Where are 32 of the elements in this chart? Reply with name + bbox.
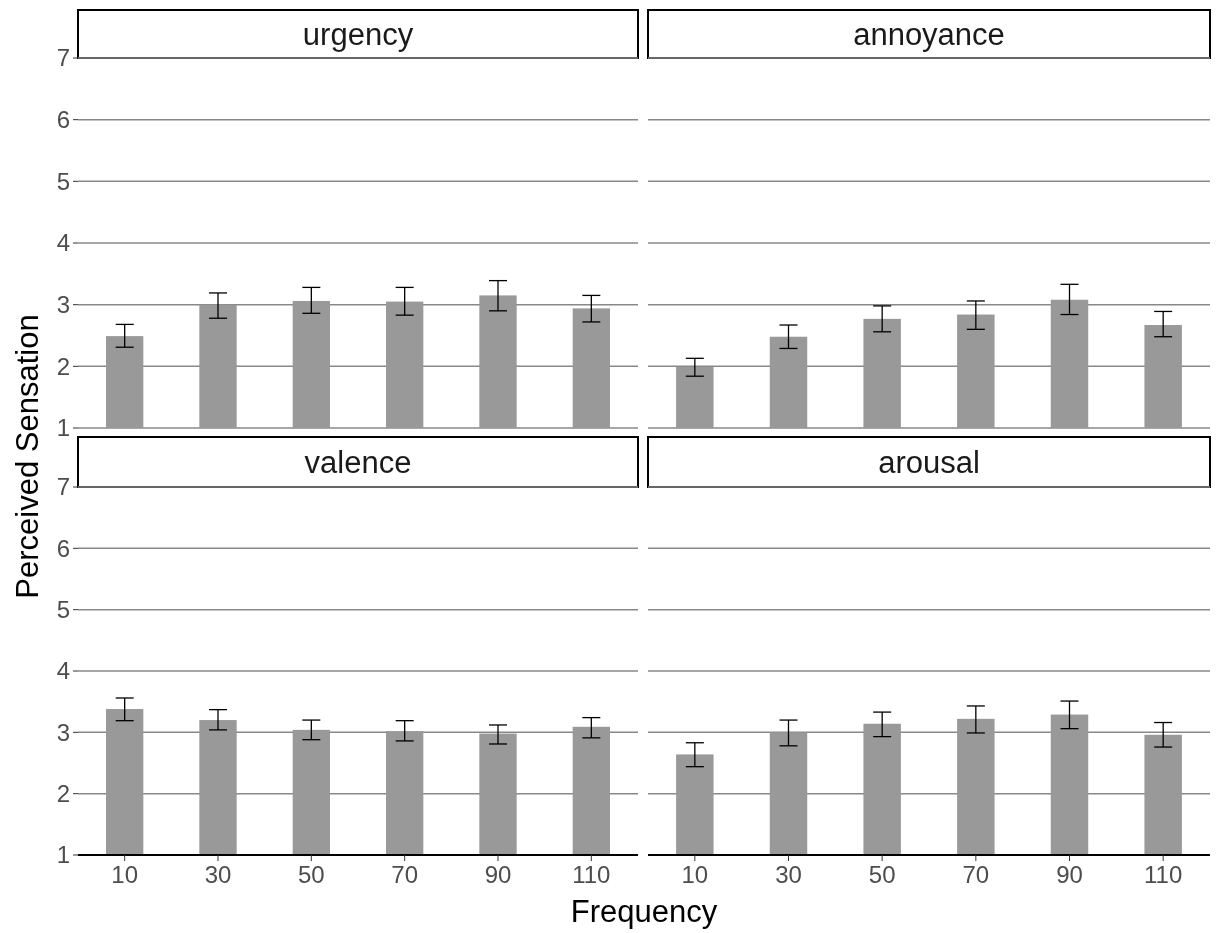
y-tick-label: 4	[56, 229, 70, 257]
x-tick-label: 10	[681, 861, 709, 888]
x-tick-label: 110	[1144, 861, 1183, 888]
y-tick-label: 1	[56, 414, 70, 442]
y-tick-label: 5	[56, 167, 70, 195]
x-tick-label: 70	[391, 861, 419, 888]
y-tick-label: 7	[56, 473, 70, 501]
y-tick-label: 3	[56, 718, 70, 746]
chart-title: arousal	[878, 445, 980, 480]
x-tick-label: 30	[204, 861, 232, 888]
y-tick-label: 2	[56, 780, 70, 808]
x-axis-title: Frequency	[570, 894, 718, 929]
x-tick-label: 50	[868, 861, 896, 888]
y-axis-title: Perceived Sensation	[10, 314, 45, 599]
y-tick-label: 1	[56, 841, 70, 869]
y-tick-label: 4	[56, 657, 70, 685]
x-tick-label: 50	[297, 861, 325, 888]
y-tick-label: 6	[56, 106, 70, 134]
y-tick-label: 6	[56, 534, 70, 562]
x-tick-label: 110	[572, 861, 611, 888]
y-tick-label: 7	[56, 44, 70, 72]
chart-title: urgency	[302, 17, 414, 52]
y-tick-label: 3	[56, 291, 70, 319]
x-tick-label: 30	[775, 861, 802, 888]
x-tick-label: 90	[1056, 861, 1083, 888]
y-tick-label: 5	[56, 596, 70, 624]
x-tick-label: 10	[111, 861, 139, 888]
x-tick-label: 70	[962, 861, 990, 888]
chart-title: annoyance	[853, 17, 1005, 52]
x-tick-label: 90	[484, 861, 512, 888]
chart-title: valence	[304, 445, 412, 480]
y-tick-label: 2	[56, 352, 70, 380]
